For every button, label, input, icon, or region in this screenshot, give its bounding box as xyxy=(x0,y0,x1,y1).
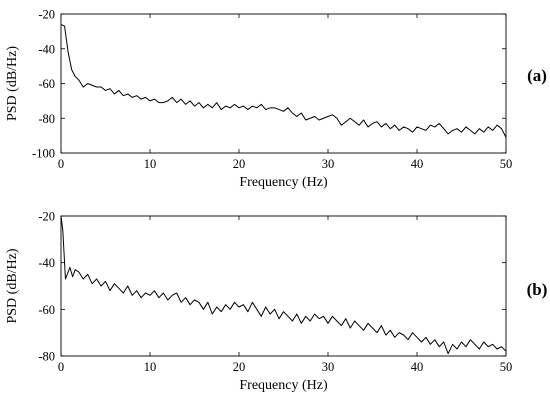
x-tick-label: 30 xyxy=(322,157,335,171)
y-axis-label: PSD (dB/Hz) xyxy=(5,248,20,323)
chart-panel-b: 0 10 20 30 40 50 -20 -40 -60 -80 Frequency (Hz) PSD… xyxy=(5,210,547,394)
chart-panel-a: 0 10 20 30 40 50 -20 -40 -60 -80 -100 Frequency (Hz… xyxy=(5,8,547,191)
x-tick-label: 30 xyxy=(322,360,335,374)
psd-series-line xyxy=(60,23,507,138)
x-tick-label: 40 xyxy=(411,360,424,374)
y-tick-label: -60 xyxy=(38,77,55,91)
x-tick-label: 0 xyxy=(58,157,64,171)
y-tick-label: -100 xyxy=(32,147,55,161)
y-tick-label: -60 xyxy=(38,303,55,317)
x-axis-label: Frequency (Hz) xyxy=(239,175,328,190)
plot-frame xyxy=(60,215,507,357)
plot-frame xyxy=(60,13,507,154)
x-tick-label: 50 xyxy=(500,157,513,171)
x-tick-label: 40 xyxy=(411,157,424,171)
x-tick-label: 20 xyxy=(233,157,246,171)
y-tick-label: -20 xyxy=(38,210,55,224)
y-tick-label: -40 xyxy=(38,256,55,270)
panel-label: (b) xyxy=(527,280,548,299)
x-tick-label: 20 xyxy=(233,360,246,374)
y-tick-label: -80 xyxy=(38,112,55,126)
x-tick-label: 0 xyxy=(58,360,64,374)
y-tick-label: -80 xyxy=(38,350,55,364)
x-axis-label: Frequency (Hz) xyxy=(239,378,328,393)
y-tick-label: -20 xyxy=(38,8,55,22)
y-axis-label: PSD (dB/Hz) xyxy=(5,46,20,121)
x-tick-label: 10 xyxy=(144,157,157,171)
x-tick-label: 10 xyxy=(144,360,157,374)
x-tick-label: 50 xyxy=(500,360,513,374)
panel-label: (a) xyxy=(527,66,547,85)
y-tick-label: -40 xyxy=(38,42,55,56)
psd-series-line xyxy=(60,215,507,355)
